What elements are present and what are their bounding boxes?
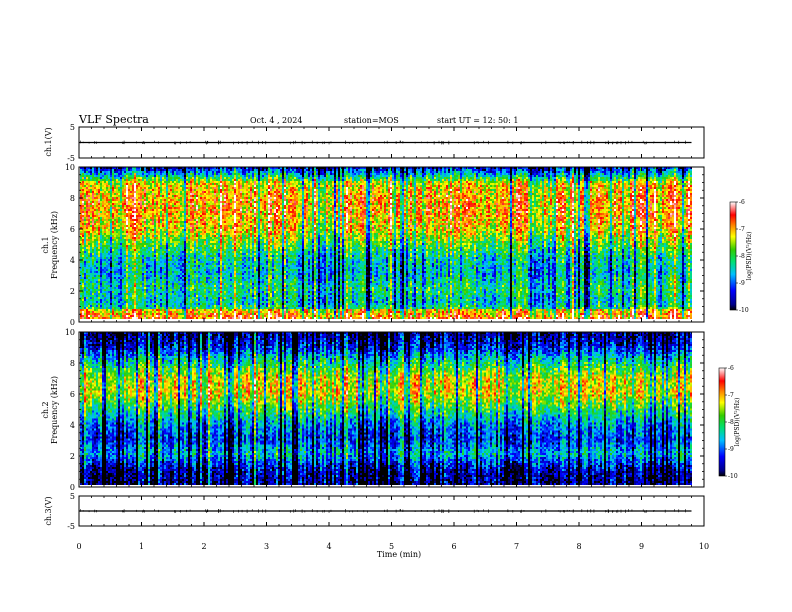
- y-tick-label: -5: [67, 154, 75, 163]
- y-tick-label: 5: [70, 123, 75, 132]
- ch3-waveform-ylabel: ch.3(V): [44, 496, 53, 525]
- y-tick-label: 10: [65, 328, 75, 337]
- x-tick-label: 8: [576, 542, 581, 551]
- x-tick-label: 5: [389, 542, 394, 551]
- y-tick-label: 0: [70, 483, 75, 492]
- y-tick-label: 4: [70, 256, 75, 265]
- ch1-waveform-ylabel: ch.1(V): [44, 127, 53, 156]
- y-tick-label: 2: [70, 287, 75, 296]
- colorbar-tick-label: -8: [739, 253, 745, 260]
- start-time-label: start UT = 12: 50: 1: [437, 116, 518, 125]
- colorbar-tick-label: -8: [728, 419, 734, 426]
- ch1-colorbar: -6 -7 -8 -9 -10 log(PSD)(V²/Hz): [729, 199, 753, 314]
- colorbar-tick-label: -7: [739, 226, 745, 233]
- ch2-spectrogram-image: [80, 332, 692, 485]
- date-label: Oct. 4 , 2024: [250, 116, 302, 125]
- chart-title: VLF Spectra: [78, 113, 149, 126]
- ch2-freq-ylabel: Frequency (kHz): [50, 376, 59, 444]
- y-tick-label: 5: [70, 492, 75, 501]
- x-tick-label: 10: [699, 542, 709, 551]
- colorbar-tick-label: -6: [728, 365, 734, 372]
- ch1-channel-label: ch.1: [41, 236, 50, 253]
- x-tick-label: 9: [639, 542, 644, 551]
- colorbar-tick-label: -6: [739, 199, 745, 206]
- ch2-channel-label: ch.2: [41, 401, 50, 418]
- y-tick-label: 2: [70, 452, 75, 461]
- ch2-colorbar-gradient: [718, 367, 726, 477]
- x-tick-label: 2: [201, 542, 206, 551]
- y-tick-label: 8: [70, 194, 75, 203]
- ch1-spectrogram-image: [80, 167, 692, 319]
- ch2-colorbar: -6 -7 -8 -9 -10 log(PSD)(V²/Hz): [718, 365, 741, 480]
- ch1-colorbar-label: log(PSD)(V²/Hz): [746, 232, 753, 281]
- x-tick-label: 6: [451, 542, 456, 551]
- ch2-spectrogram: [80, 332, 692, 485]
- x-tick-label: 4: [326, 542, 331, 551]
- ch1-spectrogram: [80, 167, 692, 319]
- y-tick-label: 6: [70, 390, 75, 399]
- station-label: station=MOS: [344, 116, 399, 125]
- y-tick-label: 10: [65, 163, 75, 172]
- y-tick-label: 6: [70, 225, 75, 234]
- colorbar-tick-label: -9: [739, 280, 745, 287]
- colorbar-tick-label: -7: [728, 392, 734, 399]
- x-tick-label: 0: [76, 542, 81, 551]
- x-axis-label: Time (min): [377, 550, 421, 559]
- colorbar-tick-label: -9: [728, 446, 734, 453]
- ch2-colorbar-label: log(PSD)(V²/Hz): [734, 398, 741, 447]
- x-tick-label: 1: [139, 542, 144, 551]
- y-tick-label: 4: [70, 421, 75, 430]
- y-tick-label: 0: [70, 318, 75, 327]
- colorbar-tick-label: -10: [739, 307, 749, 314]
- y-tick-label: 8: [70, 359, 75, 368]
- x-tick-label: 3: [264, 542, 269, 551]
- ch1-colorbar-gradient: [729, 201, 737, 311]
- x-tick-label: 7: [514, 542, 519, 551]
- ch1-freq-ylabel: Frequency (kHz): [50, 211, 59, 279]
- y-tick-label: -5: [67, 522, 75, 531]
- colorbar-tick-label: -10: [728, 473, 738, 480]
